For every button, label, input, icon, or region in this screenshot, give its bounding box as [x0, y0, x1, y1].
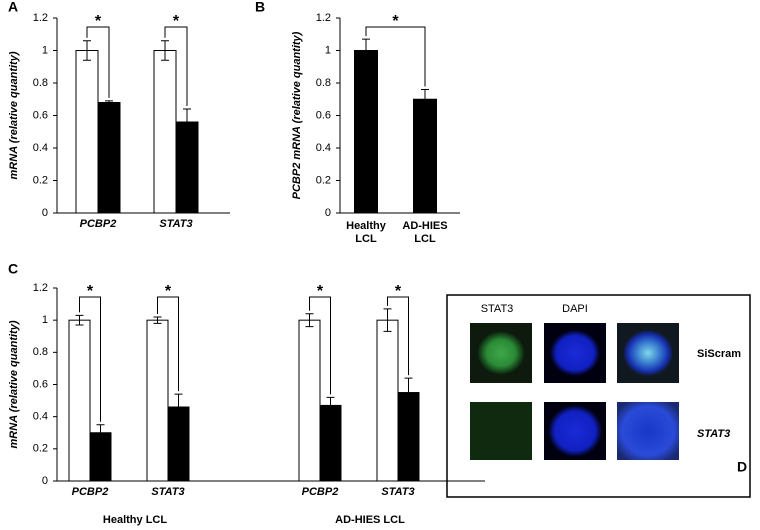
error-bar — [75, 314, 84, 326]
y-tick-label: 0.4 — [316, 142, 331, 154]
y-tick-label: 1 — [325, 44, 331, 56]
row-label: STAT3 — [697, 428, 730, 440]
y-tick-label: 1 — [42, 44, 48, 56]
x-tick-label: PCBP2 — [80, 218, 117, 230]
row-label: SiScram — [697, 348, 741, 360]
significance-mark: * — [165, 283, 172, 300]
x-tick-label: PCBP2 — [302, 486, 339, 498]
significance-bracket — [79, 296, 101, 422]
significance-bracket — [309, 296, 331, 395]
significance-mark: * — [317, 283, 324, 300]
bar — [298, 319, 321, 482]
significance-mark: * — [392, 13, 399, 30]
significance-mark: * — [173, 13, 180, 30]
y-axis-label: PCBP2 mRNA (relative quantity) — [291, 31, 303, 199]
y-tick-label: 1.2 — [33, 12, 48, 24]
panel-label: B — [255, 0, 265, 15]
y-tick-label: 0.6 — [33, 378, 48, 390]
panel-label: D — [737, 459, 747, 475]
x-tick-label: STAT3 — [151, 486, 184, 498]
bar — [146, 319, 169, 482]
column-label: STAT3 — [481, 303, 514, 315]
significance-bracket — [164, 26, 188, 106]
micrograph — [470, 402, 532, 460]
error-bar — [153, 316, 162, 324]
y-tick-label: 0.8 — [33, 77, 48, 89]
y-tick-label: 1 — [42, 314, 48, 326]
panel-label: C — [8, 261, 18, 277]
x-tick-label: AD-HIES LCL — [402, 220, 448, 245]
x-tick-label: PCBP2 — [72, 486, 109, 498]
bar — [175, 121, 199, 214]
y-tick-label: 0.4 — [33, 142, 48, 154]
significance-bracket — [86, 26, 110, 98]
significance-mark: * — [395, 283, 402, 300]
y-tick-label: 0.8 — [33, 346, 48, 358]
y-tick-label: 0 — [42, 475, 48, 487]
error-bar — [174, 393, 183, 421]
error-bar — [161, 40, 169, 61]
y-tick-label: 0.2 — [33, 443, 48, 455]
micrograph — [550, 330, 600, 376]
significance-mark: * — [87, 283, 94, 300]
x-tick-label: Healthy LCL — [346, 220, 386, 245]
panel-label: A — [8, 0, 18, 15]
micrograph — [477, 331, 525, 375]
bar — [413, 98, 437, 214]
bar — [319, 404, 342, 482]
bar — [75, 50, 99, 214]
significance-bracket — [387, 296, 409, 376]
panel-frame — [446, 294, 751, 498]
y-tick-label: 1.2 — [316, 12, 331, 24]
bar — [97, 102, 121, 214]
significance-mark: * — [95, 13, 102, 30]
y-axis-label: mRNA (relative quantity) — [8, 51, 20, 179]
x-tick-label: STAT3 — [381, 486, 414, 498]
column-label: DAPI — [562, 303, 588, 315]
micrograph — [623, 330, 673, 376]
y-tick-label: 0.6 — [33, 109, 48, 121]
error-bar — [305, 313, 314, 328]
significance-bracket — [157, 296, 179, 392]
micrograph — [548, 405, 602, 457]
y-tick-label: 0 — [42, 207, 48, 219]
bar — [153, 50, 177, 214]
y-tick-label: 0.8 — [316, 77, 331, 89]
error-bar — [362, 38, 370, 63]
y-tick-label: 0.2 — [316, 174, 331, 186]
error-bar — [96, 424, 105, 442]
bar — [376, 319, 399, 482]
error-bar — [183, 108, 191, 136]
group-label: Healthy LCL — [103, 514, 167, 526]
y-tick-label: 0.2 — [33, 174, 48, 186]
y-tick-label: 0.4 — [33, 411, 48, 423]
error-bar — [326, 396, 335, 414]
x-tick-label: AD-HIES LCL — [402, 220, 448, 245]
x-tick-label: Healthy LCL — [346, 220, 386, 245]
x-tick-label: STAT3 — [159, 218, 192, 230]
panel-d: D STAT3 DAPI SiScram STAT3 — [446, 294, 751, 498]
micrograph — [617, 402, 679, 460]
bar — [68, 319, 91, 482]
y-tick-label: 0 — [325, 207, 331, 219]
error-bar — [421, 89, 429, 110]
significance-bracket — [365, 26, 426, 87]
y-tick-label: 0.6 — [316, 109, 331, 121]
y-axis-label: mRNA (relative quantity) — [8, 320, 20, 448]
error-bar — [404, 377, 413, 408]
error-bar — [105, 100, 113, 105]
error-bar — [83, 40, 91, 61]
y-tick-label: 1.2 — [33, 282, 48, 294]
bar — [354, 50, 378, 214]
error-bar — [383, 308, 392, 332]
group-label: AD-HIES LCL — [335, 514, 405, 526]
